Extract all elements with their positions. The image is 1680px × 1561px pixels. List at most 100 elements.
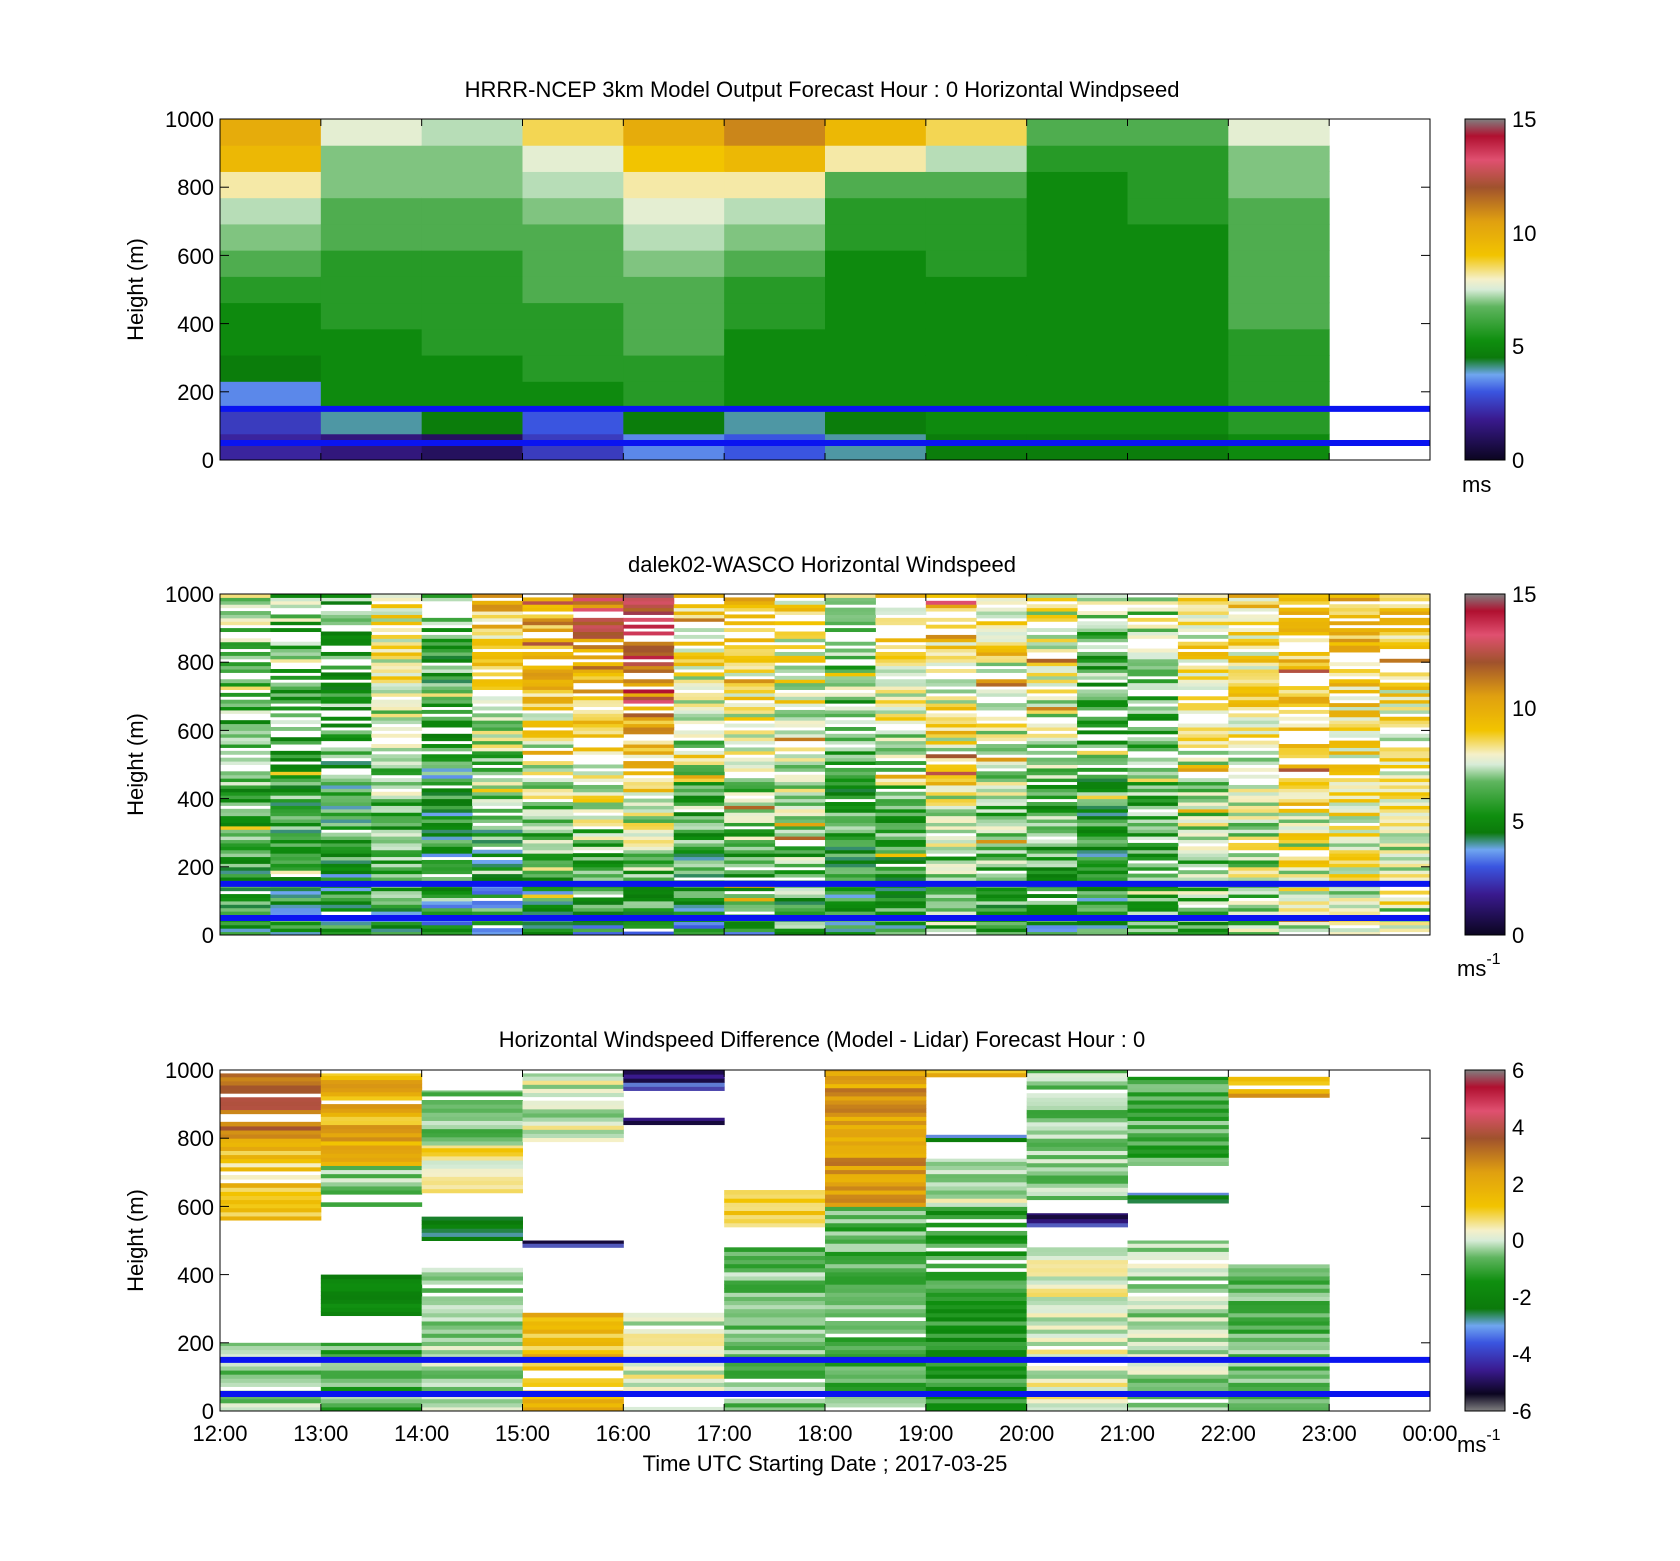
- lidar-cell: [1177, 665, 1229, 670]
- lidar-cell: [1077, 791, 1128, 796]
- lidar-cell: [1127, 747, 1179, 752]
- panel-1-cbar-tick-15: 15: [1512, 107, 1536, 132]
- difference-cell: [724, 1190, 826, 1195]
- xtick-label: 22:00: [1201, 1421, 1256, 1446]
- model-cell: [320, 197, 423, 225]
- lidar-cell: [774, 716, 826, 721]
- difference-cell: [1127, 1255, 1229, 1261]
- lidar-cell: [825, 853, 876, 858]
- lidar-cell: [421, 767, 473, 772]
- model-cell: [1026, 276, 1128, 304]
- difference-cell: [320, 1079, 423, 1085]
- lidar-cell: [825, 791, 876, 796]
- lidar-cell: [472, 781, 523, 786]
- difference-cell: [1127, 1087, 1229, 1093]
- lidar-cell: [1026, 703, 1078, 708]
- lidar-cell: [1329, 849, 1381, 854]
- lidar-cell: [1127, 744, 1179, 748]
- lidar-cell: [1329, 887, 1381, 892]
- lidar-cell: [270, 887, 322, 892]
- model-cell: [825, 381, 927, 409]
- lidar-cell: [724, 812, 776, 817]
- difference-cell: [1026, 1402, 1128, 1408]
- lidar-cell: [1278, 877, 1330, 881]
- lidar-cell: [1278, 658, 1330, 663]
- model-cell: [421, 328, 523, 356]
- lidar-cell: [774, 829, 826, 834]
- lidar-cell: [976, 645, 1028, 650]
- lidar-cell: [825, 641, 876, 646]
- lidar-cell: [1228, 679, 1280, 684]
- lidar-cell: [320, 655, 372, 660]
- lidar-cell: [1278, 594, 1330, 598]
- model-cell: [724, 276, 826, 304]
- lidar-cell: [1278, 699, 1330, 704]
- difference-cell: [724, 1251, 826, 1256]
- lidar-cell: [673, 720, 725, 725]
- lidar-cell: [1177, 819, 1229, 823]
- lidar-cell: [1379, 617, 1431, 622]
- lidar-cell: [1177, 740, 1229, 745]
- lidar-cell: [1379, 890, 1431, 895]
- lidar-cell: [925, 836, 977, 841]
- lidar-cell: [724, 853, 776, 858]
- difference-cell: [1026, 1214, 1128, 1220]
- lidar-cell: [1077, 744, 1128, 748]
- lidar-cell: [1278, 744, 1330, 748]
- lidar-cell: [925, 641, 977, 646]
- difference-cell: [825, 1157, 927, 1162]
- lidar-cell: [1177, 911, 1229, 916]
- lidar-cell: [472, 716, 523, 721]
- difference-cell: [220, 1215, 322, 1221]
- lidar-cell: [925, 778, 977, 783]
- difference-cell: [320, 1299, 423, 1304]
- lidar-cell: [1329, 904, 1381, 909]
- lidar-cell: [220, 931, 271, 936]
- lidar-cell: [724, 669, 776, 673]
- lidar-cell: [1127, 713, 1179, 718]
- lidar-cell: [1026, 713, 1078, 718]
- lidar-cell: [825, 890, 876, 895]
- lidar-cell: [724, 815, 776, 820]
- difference-cell: [522, 1402, 624, 1408]
- panel-1-colorbar: [1464, 118, 1506, 461]
- difference-cell: [925, 1361, 1028, 1367]
- lidar-cell: [421, 774, 473, 779]
- lidar-cell: [623, 744, 675, 748]
- lidar-cell: [270, 645, 322, 650]
- lidar-cell: [1077, 631, 1128, 636]
- lidar-cell: [1177, 594, 1229, 598]
- lidar-cell: [371, 692, 423, 697]
- lidar-cell: [270, 648, 322, 653]
- lidar-cell: [270, 928, 322, 933]
- lidar-cell: [1329, 788, 1381, 793]
- lidar-cell: [1379, 795, 1431, 800]
- lidar-cell: [1329, 890, 1381, 895]
- lidar-cell: [320, 781, 372, 786]
- panel-3-colorbar-unit: ms-1: [1457, 1427, 1501, 1457]
- lidar-cell: [522, 784, 574, 789]
- lidar-cell: [1177, 778, 1229, 783]
- difference-cell: [1026, 1187, 1128, 1192]
- difference-cell: [1026, 1076, 1128, 1082]
- lidar-cell: [421, 778, 473, 783]
- difference-cell: [825, 1194, 927, 1199]
- model-cell: [925, 197, 1028, 225]
- lidar-cell: [1228, 931, 1280, 936]
- lidar-cell: [1077, 904, 1128, 909]
- difference-cell: [220, 1076, 322, 1082]
- lidar-cell: [1127, 836, 1179, 841]
- lidar-cell: [976, 624, 1028, 629]
- lidar-cell: [1278, 870, 1330, 875]
- lidar-cell: [270, 853, 322, 858]
- lidar-cell: [1077, 655, 1128, 660]
- lidar-cell: [1329, 911, 1381, 916]
- lidar-cell: [572, 634, 624, 639]
- difference-cell: [1127, 1240, 1229, 1244]
- lidar-cell: [320, 675, 372, 680]
- lidar-cell: [320, 853, 372, 858]
- lidar-cell: [1329, 866, 1381, 871]
- lidar-cell: [976, 904, 1028, 909]
- model-cell: [522, 302, 624, 330]
- lidar-cell: [774, 778, 826, 783]
